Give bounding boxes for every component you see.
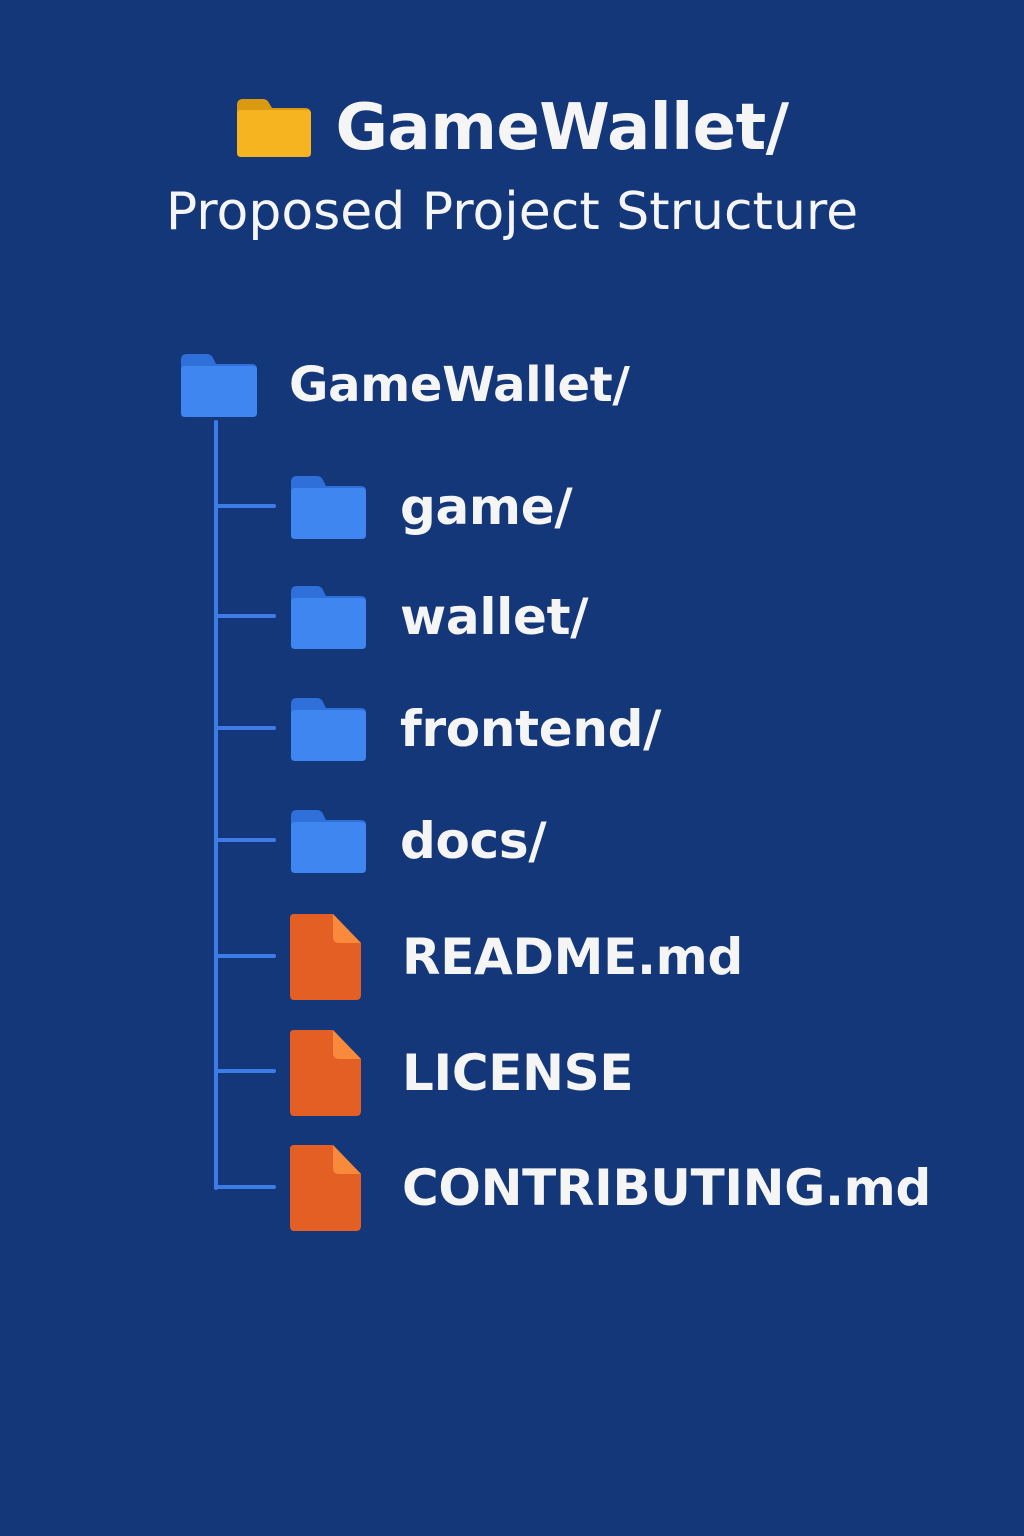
tree-item-wallet[interactable]: wallet/ (290, 584, 588, 650)
folder-icon (181, 354, 257, 417)
tree-item-contributing[interactable]: CONTRIBUTING.md (289, 1144, 931, 1232)
branch-connector (214, 726, 276, 730)
tree-item-label: CONTRIBUTING.md (402, 1159, 931, 1217)
tree-item-label: docs/ (400, 812, 547, 870)
tree-item-label: frontend/ (400, 700, 662, 758)
tree-item-label: wallet/ (400, 588, 589, 646)
tree-item-docs[interactable]: docs/ (290, 808, 547, 874)
folder-icon (291, 476, 366, 539)
header: GameWallet/ Proposed Project Structure (0, 0, 1024, 260)
tree-item-readme[interactable]: README.md (289, 913, 743, 1001)
branch-connector (214, 954, 276, 958)
file-icon (290, 1145, 361, 1231)
tree-item-label: README.md (402, 928, 743, 986)
tree-root-label: GameWallet/ (289, 357, 630, 413)
tree-item-license[interactable]: LICENSE (289, 1029, 634, 1117)
folder-icon (291, 698, 366, 761)
tree-item-label: LICENSE (402, 1044, 634, 1102)
tree-item-label: game/ (400, 478, 573, 536)
folder-icon (291, 810, 366, 873)
folder-icon (291, 586, 366, 649)
branch-connector (214, 1069, 276, 1073)
file-icon (290, 1030, 361, 1116)
folder-icon (237, 99, 312, 157)
page-title: GameWallet/ (335, 91, 789, 165)
branch-connector (214, 1185, 276, 1189)
tree-item-game[interactable]: game/ (290, 474, 573, 540)
branch-connector (214, 504, 276, 508)
title-row: GameWallet/ (0, 88, 1024, 168)
tree-root-folder[interactable]: GameWallet/ (180, 352, 630, 418)
branch-connector (214, 614, 276, 618)
branch-connector (214, 838, 276, 842)
page-subtitle: Proposed Project Structure (165, 182, 859, 242)
tree-trunk-line (214, 420, 218, 1190)
file-icon (290, 914, 361, 1000)
tree-item-frontend[interactable]: frontend/ (290, 696, 661, 762)
